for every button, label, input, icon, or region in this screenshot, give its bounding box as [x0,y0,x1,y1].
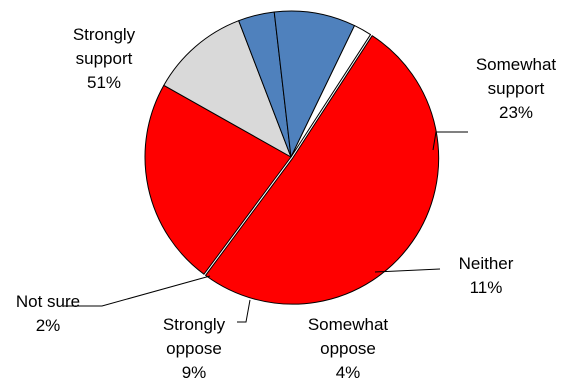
slice-label-not-sure: Not sure 2% [16,292,80,335]
slice-label-strongly-oppose: Strongly oppose 9% [163,315,226,382]
pie-slice-strongly-support [205,35,440,305]
pie-slice-somewhat-support [144,84,292,275]
pie-slice-neither [163,20,292,158]
slice-labels: Strongly support 51% Somewhat support 23% Neit… [16,25,557,382]
leader-line-not-sure [64,275,211,307]
slice-label-somewhat-oppose: Somewhat oppose 4% [308,315,389,382]
pie-slices [144,10,440,305]
leader-line-somewhat-support [432,131,468,151]
leader-line-strongly-oppose [237,299,251,323]
pie-slice-strongly-oppose [273,10,356,158]
slice-label-strongly-support: Strongly support 51% [73,25,136,92]
leader-line-neither [374,268,441,273]
pie-slice-not-sure [290,25,372,158]
leader-lines [64,131,468,323]
slice-label-neither: Neither 11% [459,254,514,297]
slice-label-somewhat-support: Somewhat support 23% [476,55,557,122]
